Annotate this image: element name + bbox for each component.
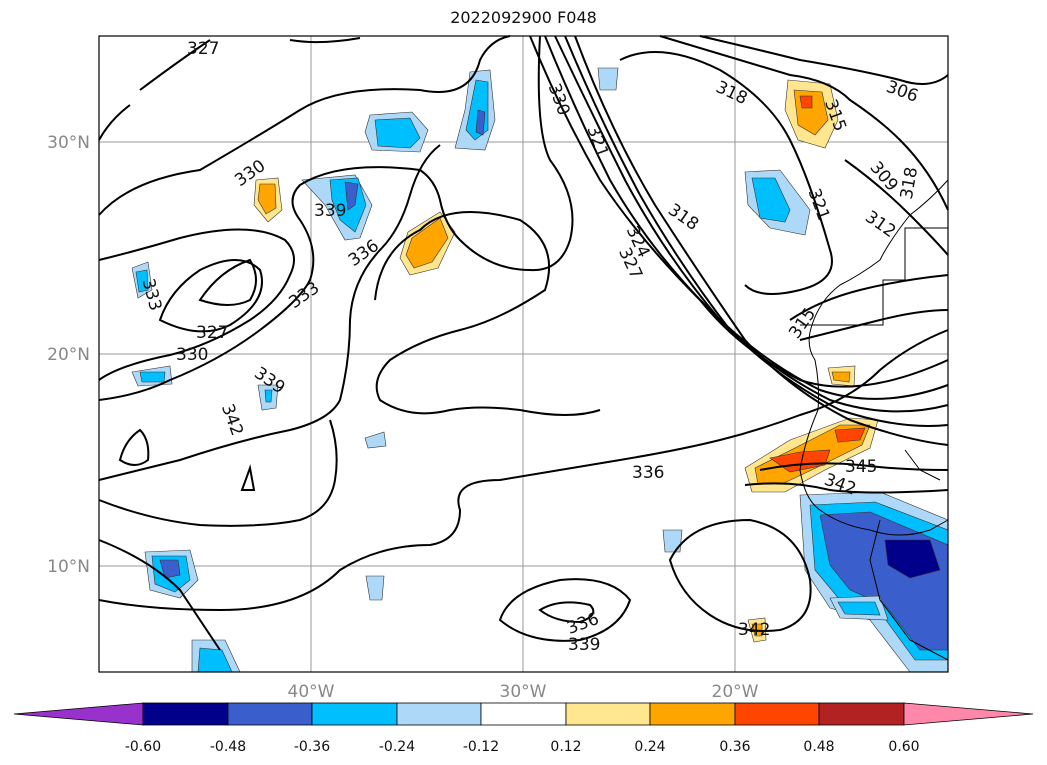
colorbar-tick-label: -0.36: [294, 739, 330, 755]
colorbar-segment: [649, 702, 736, 726]
contour-label: 336: [632, 463, 664, 483]
lat-label: 20°N: [47, 345, 90, 365]
colorbar-tick-label: -0.48: [210, 739, 246, 755]
colorbar-segment: [903, 702, 1034, 726]
map-title: 2022092900 F048: [450, 8, 597, 27]
colorbar-segment: [396, 702, 482, 726]
colorbar-segment: [227, 702, 313, 726]
lon-label: 20°W: [712, 682, 759, 702]
lon-label: 40°W: [288, 682, 335, 702]
colorbar-tick-label: 0.12: [550, 739, 581, 755]
colorbar-tick-label: 0.60: [888, 739, 919, 755]
colorbar-segment: [311, 702, 398, 726]
contour-label: 345: [845, 457, 877, 477]
colorbar-segment: [818, 702, 905, 726]
lat-label: 30°N: [47, 133, 90, 153]
contour-label: 327: [196, 323, 228, 343]
contour-lines: [98, 35, 949, 651]
colorbar-tick-label: -0.24: [379, 739, 415, 755]
colorbar-segment: [13, 702, 144, 726]
coastline: [799, 179, 949, 661]
colorbar-ticks: -0.60 -0.48 -0.36 -0.24 -0.12 0.12 0.24 …: [125, 739, 920, 755]
contour-label: 327: [187, 39, 219, 59]
lon-label: 30°W: [500, 682, 547, 702]
contour-label: 330: [176, 345, 208, 365]
colorbar-tick-label: -0.12: [463, 739, 499, 755]
colorbar-segment: [565, 702, 651, 726]
colorbar-segment: [734, 702, 820, 726]
axis-labels: 30°N 20°N 10°N 40°W 30°W 20°W: [47, 133, 759, 702]
colorbar-tick-label: 0.36: [719, 739, 750, 755]
colorbar-tick-label: 0.24: [634, 739, 665, 755]
colorbar: [13, 702, 1034, 726]
plot-frame: [98, 35, 949, 673]
shaded-fields: [131, 67, 949, 673]
colorbar-segment: [142, 702, 229, 726]
colorbar-tick-label: 0.48: [803, 739, 834, 755]
contour-label: 342: [738, 620, 770, 640]
colorbar-segment: [480, 702, 567, 726]
colorbar-tick-label: -0.60: [125, 739, 161, 755]
lat-label: 10°N: [47, 557, 90, 577]
contour-label: 339: [568, 635, 600, 655]
contour-label: 339: [314, 201, 346, 221]
